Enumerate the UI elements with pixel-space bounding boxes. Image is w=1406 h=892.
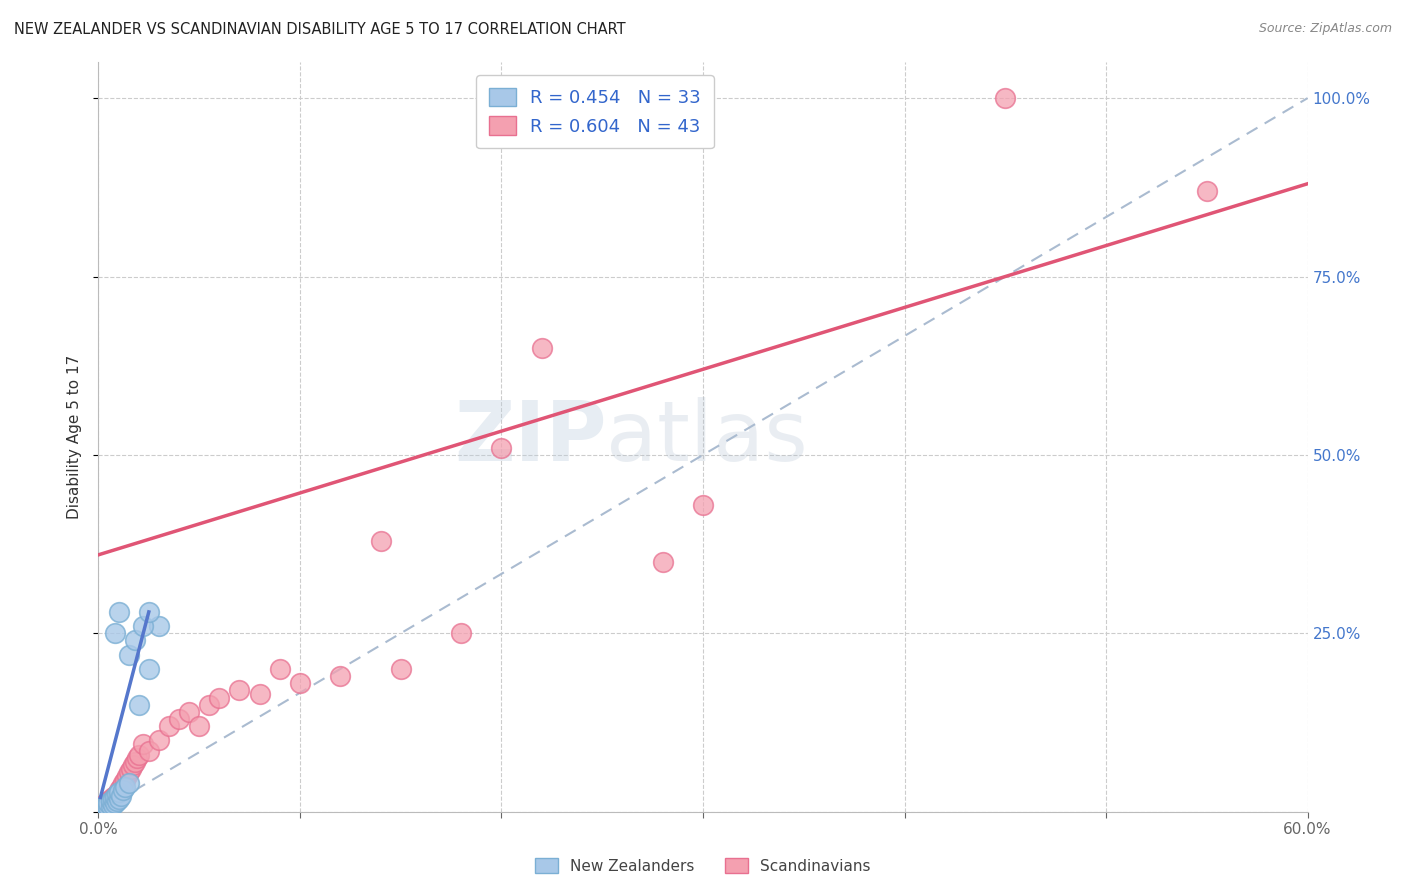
- Point: [91, 803, 114, 817]
- Point: [100, 794, 122, 808]
- Point: [138, 605, 160, 619]
- Point: [89, 801, 111, 815]
- Point: [118, 765, 141, 780]
- Point: [91, 799, 114, 814]
- Point: [124, 633, 146, 648]
- Point: [97, 794, 120, 808]
- Point: [118, 648, 141, 662]
- Point: [157, 719, 180, 733]
- Point: [111, 776, 134, 790]
- Point: [114, 772, 136, 787]
- Point: [148, 619, 170, 633]
- Point: [101, 797, 124, 812]
- Point: [124, 755, 146, 769]
- Point: [103, 790, 125, 805]
- Point: [101, 790, 124, 805]
- Text: Source: ZipAtlas.com: Source: ZipAtlas.com: [1258, 22, 1392, 36]
- Point: [91, 799, 114, 814]
- Point: [96, 796, 118, 810]
- Point: [107, 605, 129, 619]
- Point: [389, 662, 412, 676]
- Text: NEW ZEALANDER VS SCANDINAVIAN DISABILITY AGE 5 TO 17 CORRELATION CHART: NEW ZEALANDER VS SCANDINAVIAN DISABILITY…: [14, 22, 626, 37]
- Point: [491, 441, 513, 455]
- Point: [269, 662, 291, 676]
- Point: [120, 762, 142, 776]
- Point: [93, 797, 115, 812]
- Point: [132, 619, 155, 633]
- Point: [179, 705, 201, 719]
- Text: atlas: atlas: [606, 397, 808, 477]
- Point: [111, 783, 134, 797]
- Point: [103, 789, 125, 803]
- Point: [208, 690, 231, 705]
- Point: [329, 669, 352, 683]
- Point: [110, 789, 132, 803]
- Point: [148, 733, 170, 747]
- Point: [89, 801, 111, 815]
- Point: [125, 751, 148, 765]
- Point: [105, 787, 128, 801]
- Point: [96, 801, 118, 815]
- Point: [96, 797, 118, 812]
- Point: [105, 787, 128, 801]
- Point: [128, 698, 150, 712]
- Legend: New Zealanders, Scandinavians: New Zealanders, Scandinavians: [529, 852, 877, 880]
- Point: [89, 803, 111, 817]
- Point: [167, 712, 190, 726]
- Point: [132, 737, 155, 751]
- Point: [114, 780, 136, 794]
- Point: [121, 758, 143, 772]
- Point: [105, 794, 128, 808]
- Y-axis label: Disability Age 5 to 17: Disability Age 5 to 17: [67, 355, 83, 519]
- Point: [107, 785, 129, 799]
- Point: [138, 662, 160, 676]
- Point: [249, 687, 271, 701]
- Point: [288, 676, 311, 690]
- Point: [188, 719, 211, 733]
- Point: [97, 800, 120, 814]
- Point: [128, 747, 150, 762]
- Point: [530, 341, 553, 355]
- Point: [103, 796, 125, 810]
- Point: [110, 780, 132, 794]
- Point: [107, 792, 129, 806]
- Point: [994, 91, 1017, 105]
- Point: [93, 802, 115, 816]
- Legend: R = 0.454   N = 33, R = 0.604   N = 43: R = 0.454 N = 33, R = 0.604 N = 43: [477, 75, 714, 148]
- Point: [101, 792, 124, 806]
- Point: [692, 498, 714, 512]
- Point: [100, 792, 122, 806]
- Point: [107, 783, 129, 797]
- Point: [1195, 184, 1218, 198]
- Point: [651, 555, 673, 569]
- Point: [450, 626, 472, 640]
- Point: [198, 698, 221, 712]
- Point: [228, 683, 250, 698]
- Point: [138, 744, 160, 758]
- Point: [370, 533, 392, 548]
- Point: [118, 776, 141, 790]
- Point: [93, 799, 115, 814]
- Point: [103, 626, 125, 640]
- Point: [100, 799, 122, 814]
- Point: [115, 769, 138, 783]
- Text: ZIP: ZIP: [454, 397, 606, 477]
- Point: [97, 796, 120, 810]
